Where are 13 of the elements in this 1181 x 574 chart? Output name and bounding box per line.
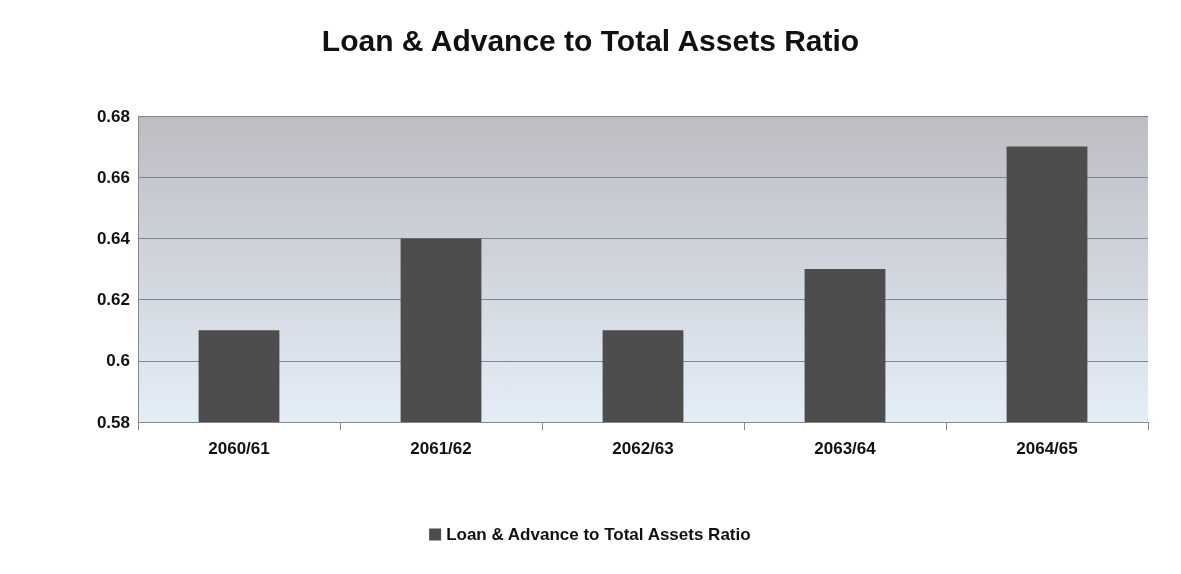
x-tick-label: 2060/61 [208,439,270,458]
x-tick-label: 2064/65 [1016,439,1078,458]
y-tick-label: 0.62 [96,290,130,310]
y-tick-label: 0.68 [96,106,130,126]
y-tick-label: 0.66 [96,167,130,187]
legend-label: Loan & Advance to Total Assets Ratio [446,525,751,544]
x-tick-label: 2061/62 [410,439,472,458]
y-tick-label: 0.58 [96,412,130,432]
x-tick-label: 2063/64 [814,439,877,458]
x-tick-label: 2062/63 [612,439,674,458]
chart-title: Loan & Advance to Total Assets Ratio [321,23,860,57]
y-tick-label: 0.64 [96,228,131,248]
y-tick-label: 0.6 [106,351,130,371]
